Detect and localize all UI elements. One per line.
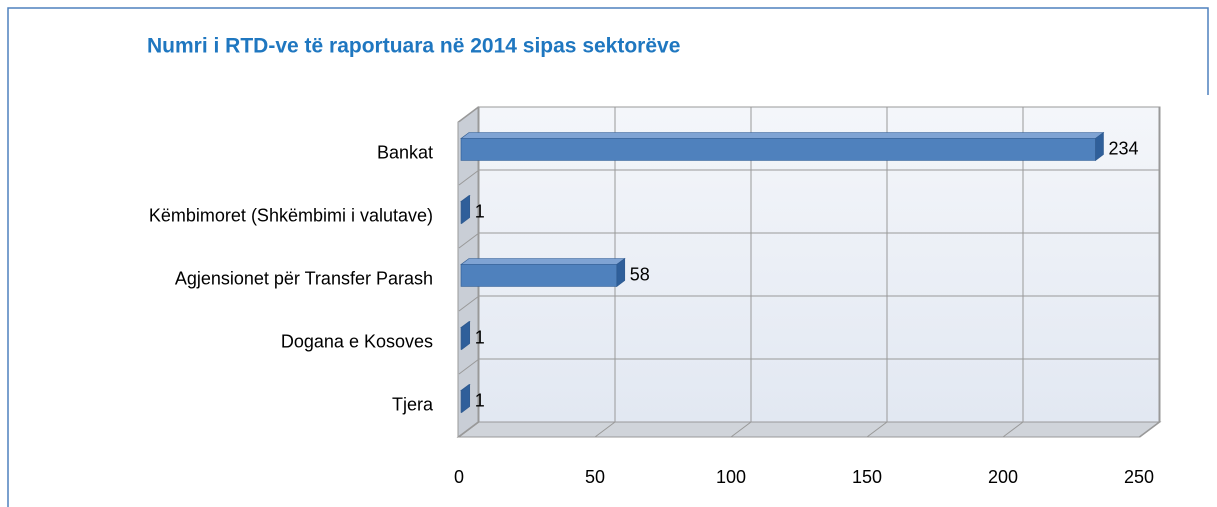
wall-line	[458, 358, 480, 375]
wall-line	[458, 169, 480, 186]
x-tick-label: 250	[1124, 467, 1154, 487]
x-tick-label: 150	[852, 467, 882, 487]
y-tick-label: Dogana e Kosoves	[281, 331, 433, 351]
bar-face	[460, 201, 463, 224]
chart-title: Numri i RTD-ve të raportuara në 2014 sip…	[147, 35, 680, 58]
x-tick-label: 200	[988, 467, 1018, 487]
bar-face	[460, 327, 463, 350]
y-tick-label: Tjera	[392, 394, 434, 414]
bar	[460, 194, 471, 225]
x-tick-label: 0	[454, 467, 464, 487]
wall-line	[458, 106, 480, 123]
bar-face	[460, 264, 618, 287]
grid-line	[866, 421, 888, 438]
grid-line	[458, 421, 480, 438]
bar-face	[460, 138, 1096, 161]
frame	[7, 7, 1209, 507]
bar	[460, 131, 1105, 162]
grid-line	[594, 421, 616, 438]
grid-line	[1002, 421, 1024, 438]
x-tick-label: 100	[716, 467, 746, 487]
bar	[460, 383, 471, 414]
floor	[456, 421, 1162, 438]
data-label: 1	[475, 327, 485, 347]
data-label: 234	[1108, 138, 1138, 158]
bar	[460, 320, 471, 351]
bar	[460, 257, 626, 288]
y-tick-label: Agjensionet për Transfer Parash	[175, 268, 433, 288]
bar-face	[460, 132, 1105, 139]
y-tick-label: Bankat	[377, 142, 433, 162]
grid-line	[730, 421, 752, 438]
data-label: 1	[475, 201, 485, 221]
data-label: 58	[630, 264, 650, 284]
wall-line	[458, 232, 480, 249]
bar-face	[460, 258, 626, 265]
wall-line	[458, 295, 480, 312]
x-tick-label: 50	[585, 467, 605, 487]
y-tick-label: Këmbimoret (Shkëmbimi i valutave)	[149, 205, 433, 225]
bar-face	[460, 390, 463, 413]
data-label: 1	[475, 390, 485, 410]
grid-line	[1138, 421, 1160, 438]
